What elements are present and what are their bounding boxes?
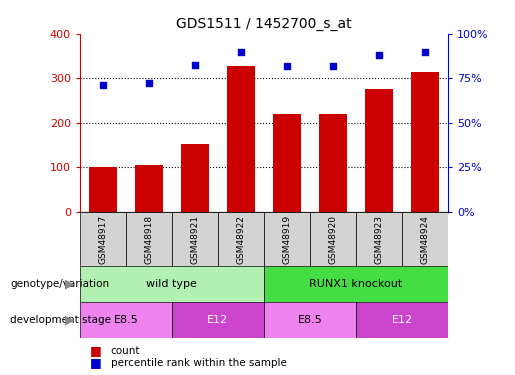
Text: count: count <box>111 346 140 355</box>
Text: percentile rank within the sample: percentile rank within the sample <box>111 358 287 368</box>
Bar <box>80 302 172 338</box>
Point <box>421 49 429 55</box>
Text: GSM48924: GSM48924 <box>421 214 430 264</box>
Bar <box>264 212 310 266</box>
Bar <box>80 212 126 266</box>
Text: ▶: ▶ <box>65 278 75 291</box>
Point <box>283 63 291 69</box>
Title: GDS1511 / 1452700_s_at: GDS1511 / 1452700_s_at <box>176 17 352 32</box>
Bar <box>172 302 264 338</box>
Text: wild type: wild type <box>146 279 197 289</box>
Point <box>145 80 153 86</box>
Text: E8.5: E8.5 <box>113 315 138 325</box>
Point <box>329 63 337 69</box>
Bar <box>264 266 448 302</box>
Text: GSM48918: GSM48918 <box>144 214 153 264</box>
Bar <box>126 212 172 266</box>
Text: GSM48917: GSM48917 <box>98 214 107 264</box>
Text: ■: ■ <box>90 356 102 369</box>
Bar <box>356 212 402 266</box>
Point <box>237 49 245 55</box>
Bar <box>172 212 218 266</box>
Text: E12: E12 <box>208 315 229 325</box>
Text: RUNX1 knockout: RUNX1 knockout <box>310 279 403 289</box>
Bar <box>411 72 439 212</box>
Bar <box>365 89 393 212</box>
Bar <box>135 165 163 212</box>
Bar <box>264 302 356 338</box>
Bar <box>273 114 301 212</box>
Text: genotype/variation: genotype/variation <box>10 279 109 289</box>
Bar <box>181 144 209 212</box>
Bar <box>319 114 347 212</box>
Text: GSM48919: GSM48919 <box>282 214 291 264</box>
Bar <box>80 266 264 302</box>
Text: E8.5: E8.5 <box>298 315 322 325</box>
Bar <box>227 66 255 212</box>
Bar <box>310 212 356 266</box>
Text: ■: ■ <box>90 344 102 357</box>
Bar <box>402 212 448 266</box>
Point <box>99 82 107 88</box>
Bar <box>89 167 116 212</box>
Text: E12: E12 <box>391 315 413 325</box>
Text: GSM48921: GSM48921 <box>191 214 199 264</box>
Point <box>191 62 199 68</box>
Text: ▶: ▶ <box>65 313 75 326</box>
Text: development stage: development stage <box>10 315 111 325</box>
Point <box>375 52 383 58</box>
Text: GSM48923: GSM48923 <box>374 214 384 264</box>
Text: GSM48920: GSM48920 <box>329 214 337 264</box>
Bar <box>218 212 264 266</box>
Text: GSM48922: GSM48922 <box>236 214 246 264</box>
Bar <box>356 302 448 338</box>
